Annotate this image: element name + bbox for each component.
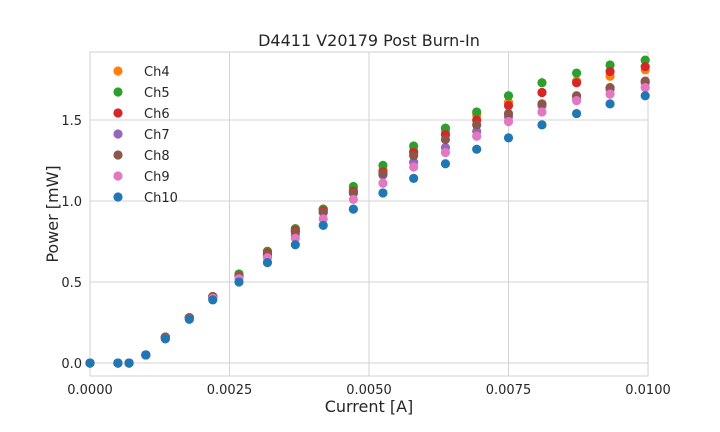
y-tick-label: 0.0 bbox=[61, 357, 82, 372]
data-point bbox=[318, 214, 328, 224]
data-point bbox=[440, 147, 451, 158]
y-tick-labels: 0.0 0.5 1.0 1.5 bbox=[61, 114, 82, 372]
data-point bbox=[262, 258, 273, 268]
data-point bbox=[605, 60, 615, 70]
data-point bbox=[537, 120, 547, 130]
data-point bbox=[537, 87, 547, 98]
data-point bbox=[472, 120, 482, 130]
data-point bbox=[440, 123, 451, 133]
legend: Ch4 Ch5 Ch6 Ch7 Ch8 Ch9 Ch10 bbox=[113, 65, 178, 206]
data-point bbox=[290, 233, 300, 243]
legend-label: Ch5 bbox=[144, 86, 170, 101]
data-point bbox=[571, 96, 582, 106]
data-point bbox=[290, 227, 300, 237]
legend-label: Ch8 bbox=[144, 149, 170, 164]
y-tick-label: 0.5 bbox=[61, 276, 82, 291]
data-point bbox=[290, 240, 300, 250]
data-point bbox=[409, 141, 419, 151]
data-point bbox=[503, 108, 514, 119]
x-tick-labels: 0.0000 0.0025 0.0050 0.0075 0.0100 bbox=[67, 383, 671, 398]
data-point bbox=[537, 78, 547, 88]
data-point bbox=[537, 99, 547, 109]
legend-label: Ch6 bbox=[144, 107, 170, 122]
data-point bbox=[640, 91, 650, 101]
data-point bbox=[503, 133, 514, 143]
data-point bbox=[348, 194, 358, 205]
data-point bbox=[378, 160, 388, 170]
data-point bbox=[640, 83, 650, 93]
data-point bbox=[184, 314, 194, 324]
data-point bbox=[640, 55, 650, 65]
data-point bbox=[85, 358, 95, 368]
data-point bbox=[571, 68, 582, 78]
legend-label: Ch9 bbox=[144, 170, 170, 185]
series-ch10 bbox=[85, 91, 650, 368]
legend-marker bbox=[113, 129, 123, 139]
data-point bbox=[160, 334, 170, 344]
data-point bbox=[113, 358, 123, 368]
data-point bbox=[605, 83, 615, 93]
data-point bbox=[472, 144, 482, 154]
legend-label: Ch7 bbox=[144, 128, 170, 143]
legend-marker bbox=[113, 150, 123, 160]
data-point bbox=[503, 100, 514, 111]
data-point bbox=[503, 117, 514, 127]
y-tick-label: 1.5 bbox=[61, 114, 82, 129]
legend-marker bbox=[113, 192, 123, 202]
chart-title: D4411 V20179 Post Burn-In bbox=[258, 31, 480, 50]
data-point bbox=[605, 89, 615, 99]
legend-label: Ch4 bbox=[144, 65, 170, 80]
legend-label: Ch10 bbox=[144, 191, 178, 206]
x-tick-label: 0.0025 bbox=[207, 383, 253, 398]
data-point bbox=[571, 78, 582, 88]
x-tick-label: 0.0000 bbox=[67, 383, 113, 398]
data-point bbox=[409, 173, 419, 183]
data-point bbox=[409, 151, 419, 161]
plot-frame bbox=[89, 51, 649, 377]
data-point bbox=[605, 99, 615, 109]
data-point bbox=[409, 162, 419, 172]
data-point bbox=[378, 188, 388, 198]
data-point bbox=[440, 134, 451, 145]
data-point bbox=[537, 107, 547, 117]
data-point bbox=[605, 66, 615, 77]
data-point bbox=[208, 295, 218, 305]
y-axis-label: Power [mW] bbox=[43, 165, 62, 262]
data-point bbox=[318, 207, 328, 217]
data-point bbox=[234, 277, 244, 287]
data-point bbox=[378, 178, 388, 188]
legend-marker bbox=[113, 171, 123, 181]
data-point bbox=[472, 107, 482, 117]
data-point bbox=[318, 220, 328, 230]
data-point bbox=[640, 61, 650, 72]
data-point bbox=[472, 131, 482, 141]
grid-lines bbox=[89, 52, 649, 376]
data-point bbox=[571, 108, 582, 119]
data-point bbox=[503, 91, 514, 101]
data-point bbox=[378, 168, 388, 179]
y-tick-label: 1.0 bbox=[61, 195, 82, 210]
legend-marker bbox=[113, 66, 123, 76]
data-point bbox=[141, 350, 151, 360]
x-axis-label: Current [A] bbox=[325, 397, 414, 416]
legend-marker bbox=[113, 87, 123, 97]
data-point bbox=[348, 204, 358, 214]
x-tick-label: 0.0050 bbox=[346, 383, 392, 398]
legend-marker bbox=[113, 108, 123, 118]
x-tick-label: 0.0075 bbox=[486, 383, 532, 398]
data-points bbox=[85, 55, 650, 368]
data-point bbox=[124, 358, 134, 368]
x-tick-label: 0.0100 bbox=[625, 383, 671, 398]
data-point bbox=[348, 188, 358, 198]
data-point bbox=[440, 159, 451, 169]
data-point bbox=[640, 76, 650, 86]
